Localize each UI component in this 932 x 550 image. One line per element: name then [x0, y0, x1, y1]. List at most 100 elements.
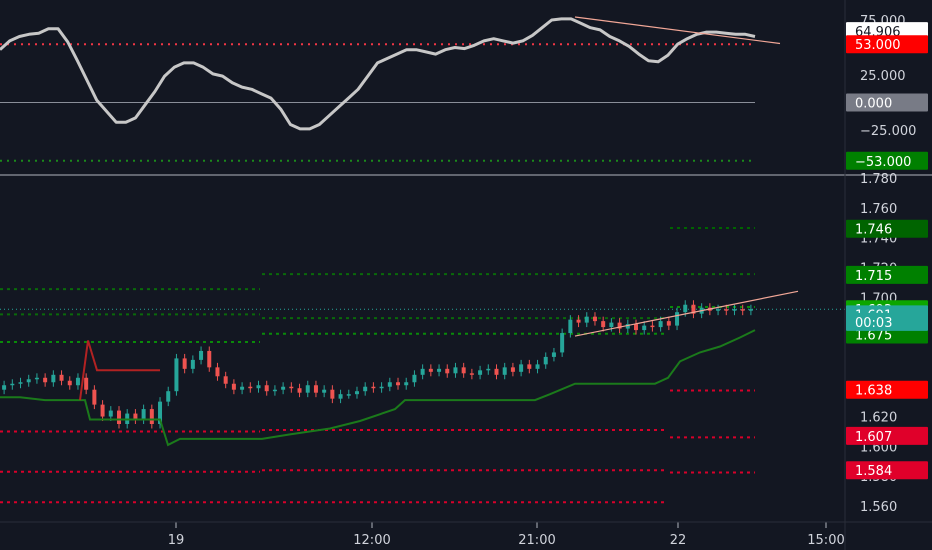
osc-trendline[interactable]: [574, 16, 781, 45]
candle[interactable]: [84, 377, 89, 390]
candle[interactable]: [207, 350, 212, 368]
candle[interactable]: [92, 389, 97, 405]
candle[interactable]: [510, 367, 515, 372]
candle[interactable]: [420, 368, 425, 375]
candle[interactable]: [182, 358, 187, 369]
candle[interactable]: [215, 367, 220, 377]
candle[interactable]: [272, 389, 277, 392]
candle[interactable]: [51, 374, 56, 383]
candle[interactable]: [691, 304, 696, 314]
price-level-label-text: 1.746: [855, 223, 892, 238]
candle[interactable]: [231, 383, 236, 390]
candle[interactable]: [100, 404, 105, 417]
candle[interactable]: [59, 374, 64, 381]
candle[interactable]: [379, 386, 384, 389]
candle[interactable]: [338, 394, 343, 399]
candle[interactable]: [108, 410, 113, 417]
candle[interactable]: [527, 364, 532, 369]
candle[interactable]: [363, 386, 368, 392]
candle[interactable]: [502, 367, 507, 375]
candle[interactable]: [141, 409, 146, 420]
candle[interactable]: [264, 385, 269, 392]
candle[interactable]: [543, 356, 548, 365]
candle[interactable]: [617, 322, 622, 329]
candle[interactable]: [740, 309, 745, 311]
candle[interactable]: [584, 316, 589, 323]
candle[interactable]: [34, 377, 39, 380]
oscillator-line[interactable]: [0, 17, 756, 131]
candle[interactable]: [166, 391, 171, 402]
candle[interactable]: [683, 304, 688, 313]
candle[interactable]: [560, 333, 565, 353]
candle[interactable]: [305, 385, 310, 393]
trailing-stop-line[interactable]: [0, 329, 756, 447]
candle[interactable]: [609, 322, 614, 328]
candle[interactable]: [625, 324, 630, 329]
candle[interactable]: [223, 376, 228, 384]
candle[interactable]: [666, 321, 671, 326]
candle[interactable]: [256, 385, 261, 389]
candle[interactable]: [174, 358, 179, 392]
candle[interactable]: [748, 309, 753, 311]
candle[interactable]: [494, 368, 499, 375]
candle[interactable]: [412, 374, 417, 383]
candle[interactable]: [658, 321, 663, 328]
candle[interactable]: [18, 382, 23, 384]
candle[interactable]: [387, 382, 392, 387]
candle[interactable]: [116, 410, 121, 424]
candle[interactable]: [190, 359, 195, 369]
candle[interactable]: [10, 383, 15, 386]
candle[interactable]: [281, 386, 286, 390]
candle[interactable]: [601, 321, 606, 328]
candle[interactable]: [642, 325, 647, 331]
candle[interactable]: [67, 380, 72, 386]
candle[interactable]: [149, 409, 154, 424]
candle[interactable]: [461, 367, 466, 374]
candle[interactable]: [469, 373, 474, 375]
candle[interactable]: [322, 389, 327, 393]
candle[interactable]: [576, 319, 581, 323]
candle[interactable]: [199, 350, 204, 360]
candle[interactable]: [297, 388, 302, 393]
candle[interactable]: [732, 309, 737, 311]
candle[interactable]: [650, 325, 655, 328]
candle[interactable]: [551, 352, 556, 357]
candle[interactable]: [133, 413, 138, 420]
resistance-stop-line[interactable]: [79, 340, 160, 401]
candle[interactable]: [313, 385, 318, 393]
price-trendline[interactable]: [574, 290, 799, 337]
candle[interactable]: [158, 401, 163, 424]
candle[interactable]: [478, 370, 483, 375]
candle[interactable]: [43, 377, 48, 383]
candle[interactable]: [592, 316, 597, 322]
candle[interactable]: [716, 309, 721, 311]
candle[interactable]: [346, 394, 351, 396]
candle[interactable]: [634, 324, 639, 331]
candle[interactable]: [371, 386, 376, 389]
candle[interactable]: [248, 386, 253, 389]
candle[interactable]: [486, 368, 491, 371]
candle[interactable]: [396, 382, 401, 386]
candle[interactable]: [437, 368, 442, 372]
candle[interactable]: [240, 386, 245, 390]
candle[interactable]: [26, 379, 31, 383]
candle[interactable]: [428, 368, 433, 372]
candle[interactable]: [535, 364, 540, 369]
candle[interactable]: [75, 377, 80, 386]
candle[interactable]: [445, 368, 450, 374]
candle[interactable]: [330, 389, 335, 399]
price-panel[interactable]: [0, 226, 845, 504]
candle[interactable]: [404, 382, 409, 386]
candle[interactable]: [289, 386, 294, 389]
candle[interactable]: [453, 367, 458, 374]
candle[interactable]: [724, 309, 729, 311]
candle[interactable]: [354, 391, 359, 395]
candle[interactable]: [568, 319, 573, 334]
candle[interactable]: [2, 385, 7, 390]
candle[interactable]: [519, 364, 524, 372]
candle[interactable]: [675, 312, 680, 326]
